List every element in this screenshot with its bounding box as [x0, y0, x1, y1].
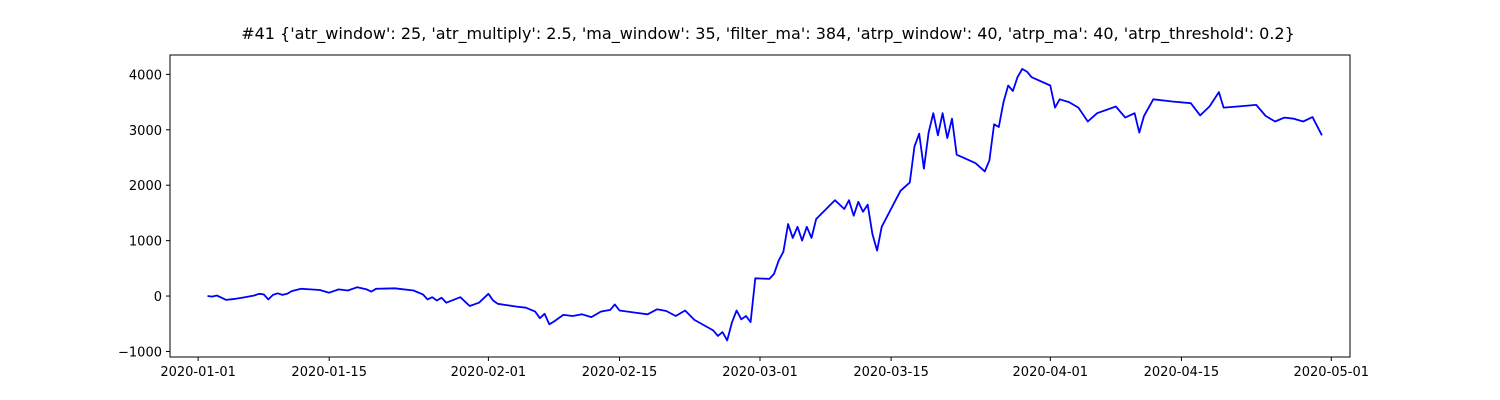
x-tick-label: 2020-03-01 [722, 365, 798, 380]
x-tick-label: 2020-04-15 [1144, 365, 1220, 380]
y-tick-label: −1000 [118, 345, 162, 360]
y-tick-label: 0 [154, 290, 162, 305]
series-line [207, 68, 1323, 342]
plot-frame [169, 54, 1351, 358]
y-tick-label: 3000 [129, 124, 162, 139]
plot-area: 2020-01-01 2020-01-15 2020-02-01 2020-02-15… [118, 54, 1369, 380]
x-tick-label: 2020-03-15 [853, 365, 929, 380]
x-tick-label: 2020-04-01 [1013, 365, 1089, 380]
x-tick-label: 2020-01-15 [291, 365, 367, 380]
x-tick-label: 2020-02-01 [451, 365, 527, 380]
y-tick-label: 1000 [129, 235, 162, 250]
y-tick-label: 4000 [129, 68, 162, 83]
x-tick-label: 2020-05-01 [1293, 365, 1369, 380]
x-tick-label: 2020-01-01 [160, 365, 236, 380]
x-tick-label: 2020-02-15 [582, 365, 658, 380]
y-tick-label: 2000 [129, 179, 162, 194]
chart-title: #41 {'atr_window': 25, 'atr_multiply': 2… [241, 24, 1295, 44]
